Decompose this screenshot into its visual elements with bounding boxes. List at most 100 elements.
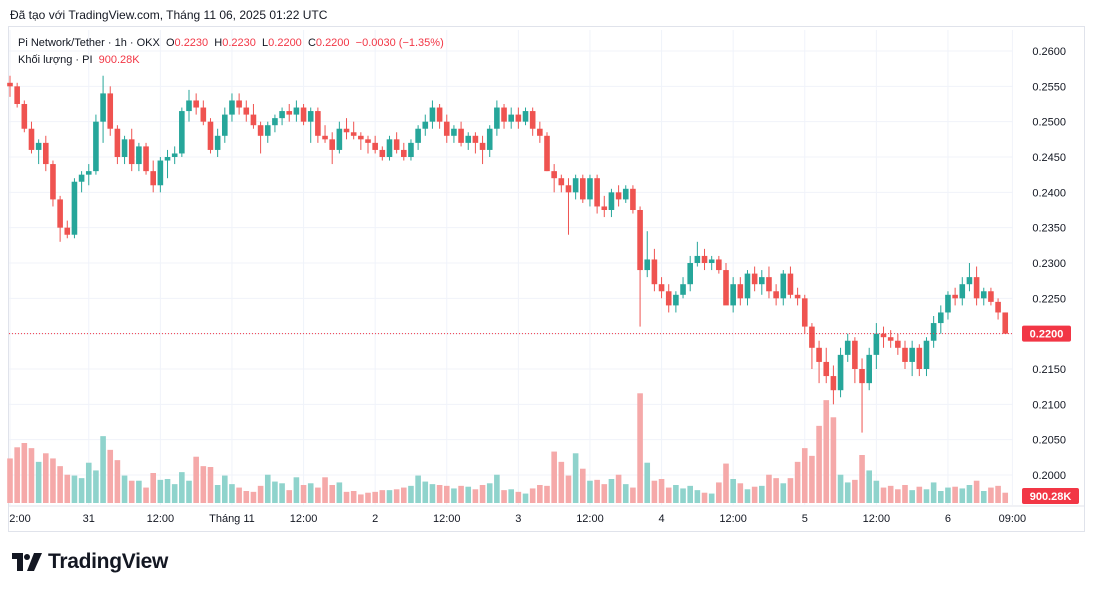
volume-bar (651, 480, 658, 503)
brand-name: TradingView (48, 550, 169, 573)
candle-body (408, 142, 414, 157)
candle-body (651, 259, 658, 285)
candle-body (128, 139, 135, 165)
candle-body (43, 142, 49, 165)
candle-body (272, 118, 278, 126)
tradingview-brand[interactable]: TradingView (12, 550, 168, 574)
candle (443, 114, 450, 143)
candle-body (529, 111, 536, 129)
volume-bar (222, 475, 228, 503)
candle-body (85, 171, 92, 175)
volume-bar (250, 491, 257, 503)
volume-bar (78, 478, 85, 503)
candle-body (644, 259, 651, 271)
volume-bar (630, 487, 636, 503)
candle-body (136, 146, 142, 165)
volume-bar (923, 489, 930, 503)
candle (916, 344, 923, 377)
candle (315, 107, 321, 143)
candle-body (844, 340, 851, 355)
candle (966, 263, 973, 292)
volume-bar (28, 448, 35, 503)
candle (114, 125, 121, 165)
candle-body (708, 259, 715, 263)
candle (787, 266, 794, 299)
candle-body (229, 100, 235, 115)
candle (529, 107, 536, 136)
volume-bar (150, 473, 156, 503)
candle-body (837, 354, 844, 391)
candle (372, 135, 378, 154)
candle-body (658, 284, 665, 292)
y-tick-label: 0.2300 (1032, 258, 1066, 270)
volume-bar (236, 487, 242, 503)
x-tick-label: 12:00 (290, 513, 318, 525)
volume-bar (880, 487, 887, 503)
y-tick-label: 0.2000 (1032, 470, 1066, 482)
candle-body (50, 164, 56, 200)
candle (988, 287, 994, 306)
volume-bar (43, 453, 49, 503)
candle (608, 188, 615, 218)
candle (365, 135, 371, 154)
candle-body (601, 206, 608, 210)
candle (429, 100, 436, 129)
candle (121, 135, 128, 165)
volume-bar (895, 489, 901, 503)
candle-body (157, 160, 164, 186)
candle-body (723, 270, 729, 306)
volume-bar (751, 486, 758, 503)
volume-bar (293, 477, 300, 503)
volume-bar (64, 474, 71, 503)
candle-body (250, 114, 257, 126)
candle-body (28, 128, 35, 150)
x-tick-label: 4 (658, 513, 664, 525)
candle (780, 270, 787, 306)
candle-body (687, 263, 693, 285)
candle (50, 160, 56, 207)
candle-body (816, 347, 822, 362)
candle-body (787, 273, 794, 295)
volume-bar (515, 491, 522, 503)
candle-body (222, 114, 228, 136)
candle-body (479, 142, 486, 150)
volume-bar (343, 491, 350, 503)
candle (293, 100, 300, 122)
candle (436, 104, 443, 129)
candle-body (537, 128, 543, 136)
candle (408, 139, 414, 161)
volume-bar (143, 487, 149, 503)
volume-bar (379, 490, 386, 503)
candle (128, 128, 135, 172)
volume-bar (572, 453, 579, 503)
volume-bar (501, 490, 507, 503)
volume-bar (995, 485, 1001, 503)
x-tick-label: 09:00 (999, 513, 1027, 525)
candle-body (307, 111, 314, 122)
candle (794, 287, 801, 306)
candle-body (171, 153, 178, 157)
volume-bar (665, 487, 672, 503)
candle-body (780, 273, 787, 299)
legend-symbol: Pi Network/Tether · 1h · OKX (18, 37, 160, 49)
candle-body (436, 107, 443, 122)
volume-bar (773, 478, 779, 503)
candle (386, 135, 393, 161)
legend-close-value: 0.2200 (315, 37, 350, 49)
legend-volume-label: Khối lượng · PI (18, 54, 93, 66)
candle-body (995, 301, 1001, 313)
volume-bar (114, 460, 121, 503)
candle-body (766, 277, 772, 292)
y-tick-label: 0.2400 (1032, 187, 1066, 199)
last-volume-tag: 900.28K (1022, 488, 1079, 504)
candle (136, 142, 142, 172)
volume-bar (71, 475, 78, 503)
candle-body (372, 142, 378, 150)
legend-volume-row: Khối lượng · PI 900.28K (18, 52, 444, 69)
candle-body (823, 361, 830, 377)
candle-body (565, 185, 572, 193)
volume-bar (193, 456, 199, 503)
candle (393, 132, 400, 154)
candle (565, 178, 572, 235)
